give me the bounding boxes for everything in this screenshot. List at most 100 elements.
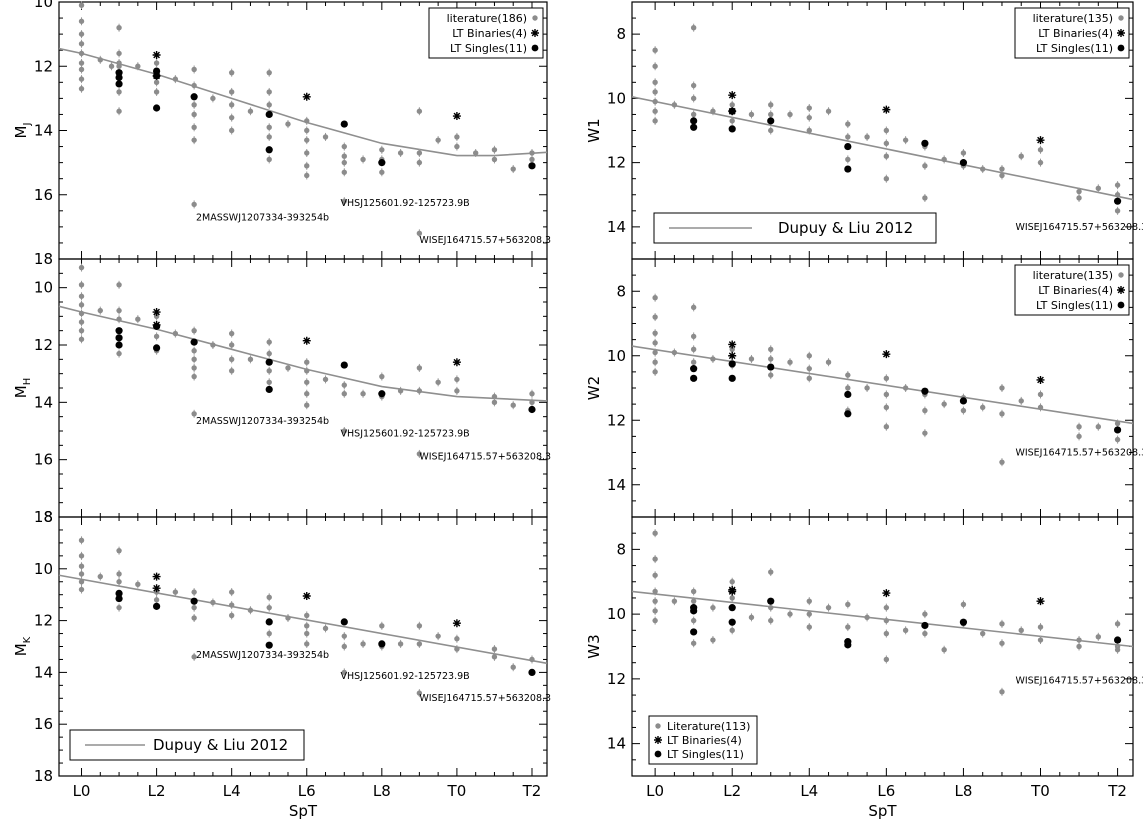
y-tick-label: 8 xyxy=(616,25,626,43)
literature-point xyxy=(304,641,310,647)
literature-point xyxy=(108,63,115,69)
lt-binary-point xyxy=(152,572,161,581)
lt-single-point xyxy=(1113,197,1122,205)
legend-entry: Dupuy & Liu 2012 xyxy=(153,736,288,754)
panel-3: L0 L2 L4 L6 L8 T0 T2 SpT 8 10 12 14 16 18 MK 2MASSWJ120… xyxy=(12,508,551,820)
literature-point xyxy=(379,147,385,153)
legend-box xyxy=(1014,264,1130,316)
literature-point xyxy=(1114,436,1121,443)
literature-point xyxy=(1114,208,1121,214)
lt-binary-point xyxy=(452,112,461,121)
literature-point xyxy=(266,630,272,637)
y-tick-label: 14 xyxy=(607,218,626,236)
legend-entry: literature(135) xyxy=(1033,12,1113,25)
literature-point xyxy=(228,102,235,108)
literature-point xyxy=(1095,424,1102,430)
y-axis-label-main: W2 xyxy=(585,376,603,400)
literature-point xyxy=(191,654,197,660)
lt-binary-point xyxy=(452,619,461,628)
literature-point xyxy=(285,365,291,371)
literature-point xyxy=(999,689,1005,695)
fit-line xyxy=(58,47,548,157)
legend-entry: Literature(113) xyxy=(667,720,750,733)
literature-point xyxy=(1114,647,1121,653)
literature-point xyxy=(116,108,122,114)
legend-box xyxy=(648,715,758,765)
literature-point xyxy=(710,637,716,643)
literature-point xyxy=(491,156,498,163)
literature-point xyxy=(322,625,329,632)
literature-point xyxy=(228,89,235,95)
literature-point xyxy=(902,627,909,634)
lt-binary-point xyxy=(728,351,737,360)
literature-point xyxy=(729,595,735,601)
literature-point xyxy=(153,79,160,86)
literature-point xyxy=(491,393,498,400)
literature-point xyxy=(729,627,735,634)
lt-binary-point xyxy=(1036,136,1045,145)
object-annotation: WISEJ164715.57+563208.3 xyxy=(419,693,551,704)
legend-binary-marker xyxy=(531,29,539,37)
lt-binary-point xyxy=(1036,375,1045,384)
literature-point xyxy=(266,339,272,345)
literature-point xyxy=(341,633,347,639)
panel-5: 8 10 12 14 W2 WISEJ164715.57+563208.3 literatu… xyxy=(585,258,1143,518)
object-annotation: WISEJ164715.57+563208.3 xyxy=(1015,448,1143,459)
literature-point xyxy=(845,134,851,140)
y-tick-label: 14 xyxy=(607,735,626,753)
literature-point xyxy=(78,327,85,334)
literature-point xyxy=(999,385,1005,391)
literature-point xyxy=(652,98,658,105)
literature-point xyxy=(845,624,851,630)
literature-point xyxy=(922,195,928,201)
literature-point xyxy=(941,156,947,163)
lt-single-point xyxy=(340,120,348,128)
literature-point xyxy=(78,563,85,569)
literature-point xyxy=(845,601,851,608)
literature-point xyxy=(768,604,774,611)
x-tick-label: L4 xyxy=(223,782,241,800)
literature-point xyxy=(397,150,404,156)
literature-point xyxy=(78,293,85,299)
literature-point xyxy=(999,621,1005,627)
literature-point xyxy=(266,594,272,600)
literature-point xyxy=(529,150,535,156)
literature-point xyxy=(787,359,793,365)
literature-point xyxy=(116,604,122,611)
literature-point xyxy=(153,333,160,340)
lt-single-point xyxy=(728,125,736,133)
literature-point xyxy=(806,598,812,604)
y-axis-title: MJ xyxy=(12,123,33,139)
literature-point xyxy=(78,282,85,288)
literature-point xyxy=(97,307,103,314)
literature-point xyxy=(652,89,658,95)
legend-binary-marker xyxy=(654,736,662,744)
legend-entry: LT Binaries(4) xyxy=(1038,284,1113,297)
y-axis-label-sub: J xyxy=(22,123,33,127)
lt-single-point xyxy=(728,618,736,626)
literature-point xyxy=(883,175,890,182)
literature-point xyxy=(1095,185,1102,192)
legend-entry: LT Singles(11) xyxy=(1036,42,1113,55)
literature-point xyxy=(78,579,85,585)
lt-single-point xyxy=(115,589,123,598)
lt-single-point xyxy=(1113,636,1122,644)
y-tick-label: 14 xyxy=(34,393,53,411)
literature-point xyxy=(379,373,385,380)
lt-single-point xyxy=(153,104,161,112)
lt-single-point xyxy=(767,363,775,371)
literature-point xyxy=(78,302,85,308)
literature-point xyxy=(690,346,697,352)
lt-single-point xyxy=(728,604,736,612)
fit-line xyxy=(631,95,1134,201)
literature-point xyxy=(341,143,347,150)
literature-point xyxy=(825,604,832,611)
literature-point xyxy=(78,18,85,24)
legend: literature(135) LT Binaries(4) LT Singles(… xyxy=(1014,7,1130,59)
literature-point xyxy=(1076,433,1082,440)
y-axis-title: W2 xyxy=(585,376,603,400)
y-tick-label: 10 xyxy=(34,279,53,297)
lt-single-point xyxy=(959,159,968,167)
literature-point xyxy=(135,316,141,322)
literature-point xyxy=(153,89,160,95)
